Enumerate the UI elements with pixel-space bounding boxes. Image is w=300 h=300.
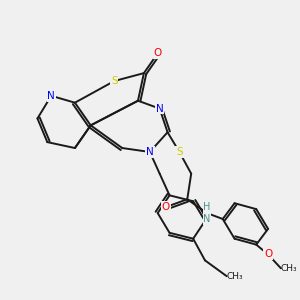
Text: N: N (47, 91, 55, 101)
Text: O: O (264, 250, 272, 260)
Text: CH₃: CH₃ (281, 264, 298, 273)
Text: H
N: H N (203, 202, 211, 224)
Text: O: O (154, 48, 162, 59)
Text: O: O (161, 202, 170, 212)
Text: CH₃: CH₃ (227, 272, 243, 281)
Text: N: N (146, 147, 154, 157)
Text: N: N (156, 103, 164, 114)
Text: S: S (111, 76, 118, 86)
Text: S: S (176, 147, 183, 157)
